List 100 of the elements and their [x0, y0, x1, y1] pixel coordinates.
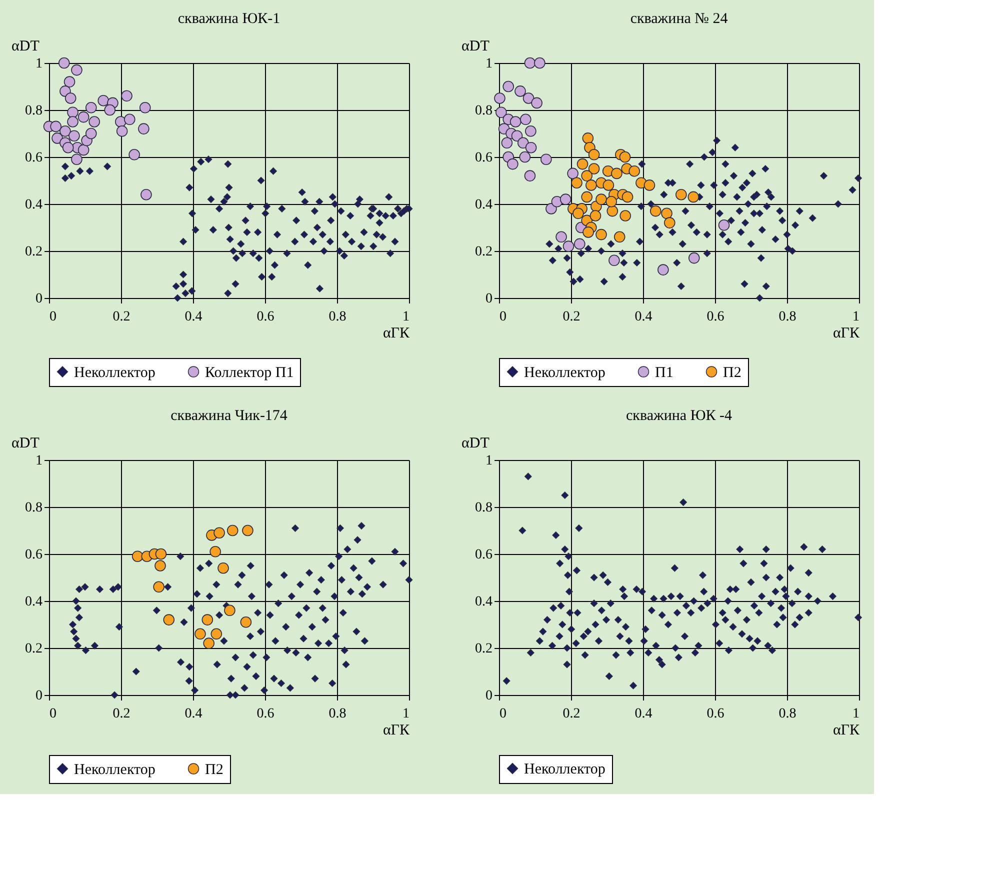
- point: [58, 57, 70, 69]
- x-tick-label: 0.8: [778, 310, 796, 324]
- y-tick-label: 0.2: [475, 642, 492, 656]
- point: [153, 581, 164, 593]
- x-tick-label: 1: [402, 706, 410, 722]
- point: [60, 126, 71, 137]
- point: [132, 550, 144, 562]
- point: [50, 120, 62, 132]
- point: [596, 228, 607, 240]
- point: [78, 144, 90, 156]
- point: [64, 76, 76, 88]
- point: [602, 180, 614, 191]
- point: [104, 104, 116, 116]
- y-tick-label: 0.2: [25, 642, 42, 656]
- chart-title: скважина ЮК-1: [178, 11, 280, 27]
- point: [525, 142, 537, 154]
- y-tick-label: 1: [36, 454, 42, 468]
- y-tick-label: 0: [486, 292, 492, 306]
- y-tick-label: 0: [36, 292, 42, 306]
- point: [88, 116, 100, 128]
- x-tick-label: 0.2: [562, 310, 580, 324]
- y-axis-title: αDT: [12, 436, 40, 452]
- point: [496, 106, 507, 118]
- point: [644, 180, 656, 191]
- chart-title: скважина Чик-174: [170, 408, 288, 424]
- point: [676, 188, 687, 200]
- x-tick-label: 1: [852, 706, 860, 722]
- x-tick-label: 0: [500, 310, 506, 324]
- point: [571, 177, 582, 188]
- point: [582, 132, 594, 144]
- point: [588, 149, 600, 160]
- y-tick-label: 0: [486, 688, 492, 704]
- legend-label: Неколлектор: [74, 762, 156, 778]
- point: [67, 106, 78, 118]
- y-tick-label: 0.2: [25, 244, 42, 260]
- y-tick-label: 0.4: [475, 594, 492, 610]
- point: [562, 240, 574, 252]
- point: [71, 154, 82, 165]
- point: [718, 220, 730, 231]
- point: [240, 616, 252, 628]
- point: [531, 97, 542, 109]
- point: [203, 638, 214, 649]
- point: [588, 163, 600, 174]
- y-tick-label: 0.8: [475, 104, 492, 118]
- y-tick-label: 0.4: [25, 594, 42, 610]
- x-axis-title: αГК: [832, 722, 860, 738]
- legend-label: Коллектор П1: [205, 364, 294, 381]
- y-axis-title: αDT: [462, 38, 490, 54]
- legend-label: Неколлектор: [524, 364, 606, 381]
- x-tick-label: 0: [50, 706, 56, 722]
- point: [85, 128, 97, 140]
- point: [210, 546, 221, 558]
- y-tick-label: 0.6: [475, 150, 492, 166]
- point: [614, 231, 626, 243]
- point: [155, 548, 167, 560]
- x-tick-label: 0.4: [184, 706, 202, 722]
- legend-label: П2: [205, 762, 224, 778]
- x-tick-label: 1: [402, 310, 410, 324]
- point: [650, 205, 662, 217]
- point: [510, 116, 522, 128]
- x-tick-label: 0.8: [778, 706, 796, 722]
- point: [556, 231, 567, 243]
- legend-label: Неколлектор: [524, 762, 606, 778]
- point: [71, 64, 82, 76]
- y-tick-label: 1: [486, 56, 492, 72]
- point: [574, 238, 586, 250]
- point: [596, 194, 607, 205]
- point: [202, 614, 214, 626]
- point: [590, 210, 602, 222]
- legend-label: П1: [655, 364, 674, 381]
- point: [163, 614, 175, 626]
- point: [688, 252, 700, 264]
- x-tick-label: 1: [852, 310, 860, 324]
- point: [567, 168, 578, 180]
- point: [140, 188, 152, 200]
- x-tick-label: 0.4: [184, 310, 202, 324]
- point: [98, 94, 110, 106]
- point: [194, 628, 206, 640]
- point: [507, 158, 518, 170]
- y-axis-title: αDT: [12, 38, 40, 54]
- x-tick-label: 0.6: [256, 706, 274, 722]
- point: [525, 126, 536, 137]
- point: [218, 562, 229, 574]
- point: [540, 154, 552, 165]
- x-tick-label: 0.8: [328, 706, 346, 722]
- y-tick-label: 1: [36, 56, 42, 72]
- x-tick-label: 0: [50, 310, 56, 324]
- point: [520, 114, 532, 126]
- chart-title: скважина ЮК -4: [626, 408, 732, 424]
- point: [546, 203, 557, 214]
- point: [581, 170, 592, 182]
- point: [658, 264, 669, 276]
- y-tick-label: 1: [486, 454, 492, 468]
- point: [514, 86, 526, 97]
- x-axis-title: αГК: [832, 326, 860, 342]
- x-tick-label: 0.6: [706, 310, 724, 324]
- point: [576, 158, 588, 170]
- y-tick-label: 0.4: [475, 198, 492, 212]
- point: [52, 132, 63, 144]
- point: [502, 80, 514, 92]
